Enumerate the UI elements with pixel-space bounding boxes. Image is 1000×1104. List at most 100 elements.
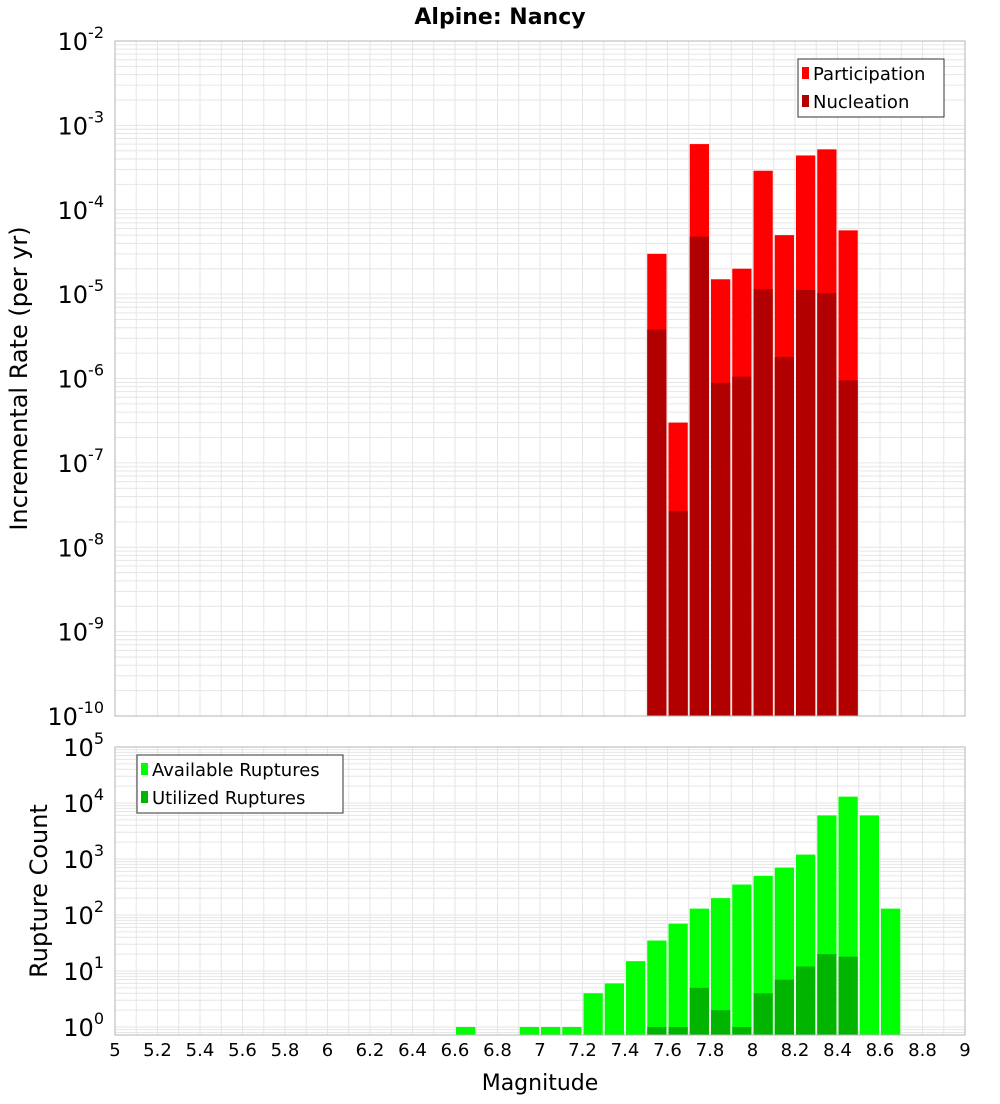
y-tick-base: 10 xyxy=(58,450,89,478)
bar-utilized-ruptures xyxy=(817,954,837,1035)
x-tick-label: 7.6 xyxy=(653,1040,682,1061)
x-tick-label: 8.4 xyxy=(823,1040,852,1061)
y-tick-label: 104 xyxy=(63,785,104,818)
bar-nucleation xyxy=(796,289,816,716)
y-tick-base: 10 xyxy=(63,790,94,818)
x-tick-label: 6.2 xyxy=(356,1040,385,1061)
legend-box xyxy=(797,58,945,118)
y-tick-exponent: 1 xyxy=(94,953,104,972)
x-tick-label: 5.2 xyxy=(143,1040,172,1061)
bar-nucleation xyxy=(711,382,731,716)
bar-available-ruptures xyxy=(859,815,879,1035)
rate-plot-frame xyxy=(114,40,966,717)
bar-utilized-ruptures xyxy=(796,966,816,1035)
bar-utilized-ruptures xyxy=(647,1027,667,1035)
bar-nucleation xyxy=(774,356,794,716)
bar-utilized-ruptures xyxy=(711,1010,731,1035)
bar-available-ruptures xyxy=(626,961,646,1035)
y-tick-exponent: -4 xyxy=(88,192,104,211)
x-tick-label: 8.8 xyxy=(908,1040,937,1061)
bar-nucleation xyxy=(689,236,709,716)
legend-label: Utilized Ruptures xyxy=(152,788,305,809)
x-tick-label: 6 xyxy=(322,1040,333,1061)
chart-title: Alpine: Nancy xyxy=(414,5,585,30)
x-tick-label: 7.4 xyxy=(611,1040,640,1061)
rate-grid xyxy=(114,40,966,717)
x-tick-label: 6.4 xyxy=(398,1040,427,1061)
y-tick-label: 105 xyxy=(63,729,104,762)
y-tick-base: 10 xyxy=(63,846,94,874)
bar-available-ruptures xyxy=(647,940,667,1035)
bar-nucleation xyxy=(668,510,688,716)
y-tick-base: 10 xyxy=(63,734,94,762)
y-tick-base: 10 xyxy=(47,703,78,731)
y-tick-label: 10-8 xyxy=(58,529,105,562)
y-tick-exponent: -3 xyxy=(88,107,104,126)
x-tick-label: 8.6 xyxy=(866,1040,895,1061)
y-tick-base: 10 xyxy=(58,197,89,225)
rate-y-axis-label: Incremental Rate (per yr) xyxy=(5,226,33,530)
y-tick-exponent: -5 xyxy=(88,276,104,295)
y-tick-base: 10 xyxy=(58,534,89,562)
x-axis-label: Magnitude xyxy=(482,1071,599,1096)
y-tick-exponent: -8 xyxy=(88,529,104,548)
y-tick-label: 100 xyxy=(63,1009,104,1042)
y-tick-base: 10 xyxy=(63,958,94,986)
y-tick-base: 10 xyxy=(58,619,89,647)
bar-available-ruptures xyxy=(732,884,752,1035)
y-tick-exponent: -7 xyxy=(88,445,104,464)
legend-box xyxy=(136,754,344,814)
x-tick-label: 7 xyxy=(534,1040,545,1061)
bar-nucleation xyxy=(838,380,858,716)
legend-label: Available Ruptures xyxy=(152,760,320,781)
bar-available-ruptures xyxy=(562,1027,582,1035)
bar-utilized-ruptures xyxy=(774,979,794,1035)
x-tick-label: 6.8 xyxy=(483,1040,512,1061)
bar-utilized-ruptures xyxy=(753,993,773,1035)
y-tick-label: 10-6 xyxy=(58,361,105,394)
count-y-axis-label: Rupture Count xyxy=(25,804,53,978)
x-tick-label: 8 xyxy=(747,1040,758,1061)
y-tick-base: 10 xyxy=(58,112,89,140)
bar-available-ruptures xyxy=(583,993,603,1035)
y-tick-exponent: -6 xyxy=(88,361,104,380)
y-tick-exponent: -9 xyxy=(88,614,104,633)
y-tick-exponent: 5 xyxy=(94,729,104,748)
bar-available-ruptures xyxy=(456,1027,476,1035)
bar-available-ruptures xyxy=(711,898,731,1035)
legend-label: Nucleation xyxy=(813,92,909,113)
bar-available-ruptures xyxy=(604,983,624,1035)
bar-utilized-ruptures xyxy=(838,956,858,1035)
y-tick-label: 10-7 xyxy=(58,445,105,478)
y-tick-label: 10-10 xyxy=(47,698,104,731)
y-tick-exponent: 0 xyxy=(94,1009,104,1028)
y-tick-label: 102 xyxy=(63,897,104,930)
x-tick-label: 5 xyxy=(109,1040,120,1061)
x-tick-label: 5.6 xyxy=(228,1040,257,1061)
bar-available-ruptures xyxy=(541,1027,561,1035)
y-tick-label: 10-3 xyxy=(58,107,105,140)
legend-swatch xyxy=(802,67,809,79)
y-tick-exponent: 3 xyxy=(94,841,104,860)
y-tick-label: 10-4 xyxy=(58,192,105,225)
legend-label: Participation xyxy=(813,64,925,85)
x-tick-label: 8.2 xyxy=(781,1040,810,1061)
legend-swatch xyxy=(141,791,148,803)
bar-available-ruptures xyxy=(668,923,688,1035)
y-tick-base: 10 xyxy=(58,366,89,394)
bar-nucleation xyxy=(732,376,752,716)
x-tick-label: 6.6 xyxy=(441,1040,470,1061)
count-x-ticks: 5 5.2 5.4 5.6 5.8 6 6.2 6.4 6.6 6.8 7 7.2 7.4 7.6 7.8 8… xyxy=(109,1040,970,1061)
y-tick-label: 10-5 xyxy=(58,276,105,309)
bar-utilized-ruptures xyxy=(732,1027,752,1035)
y-tick-label: 10-9 xyxy=(58,614,105,647)
bar-available-ruptures xyxy=(519,1027,539,1035)
top-plot: 10-1010-910-810-710-610-510-410-310-2Inc… xyxy=(5,23,966,731)
y-tick-exponent: -2 xyxy=(88,23,104,42)
legend-swatch xyxy=(141,763,148,775)
